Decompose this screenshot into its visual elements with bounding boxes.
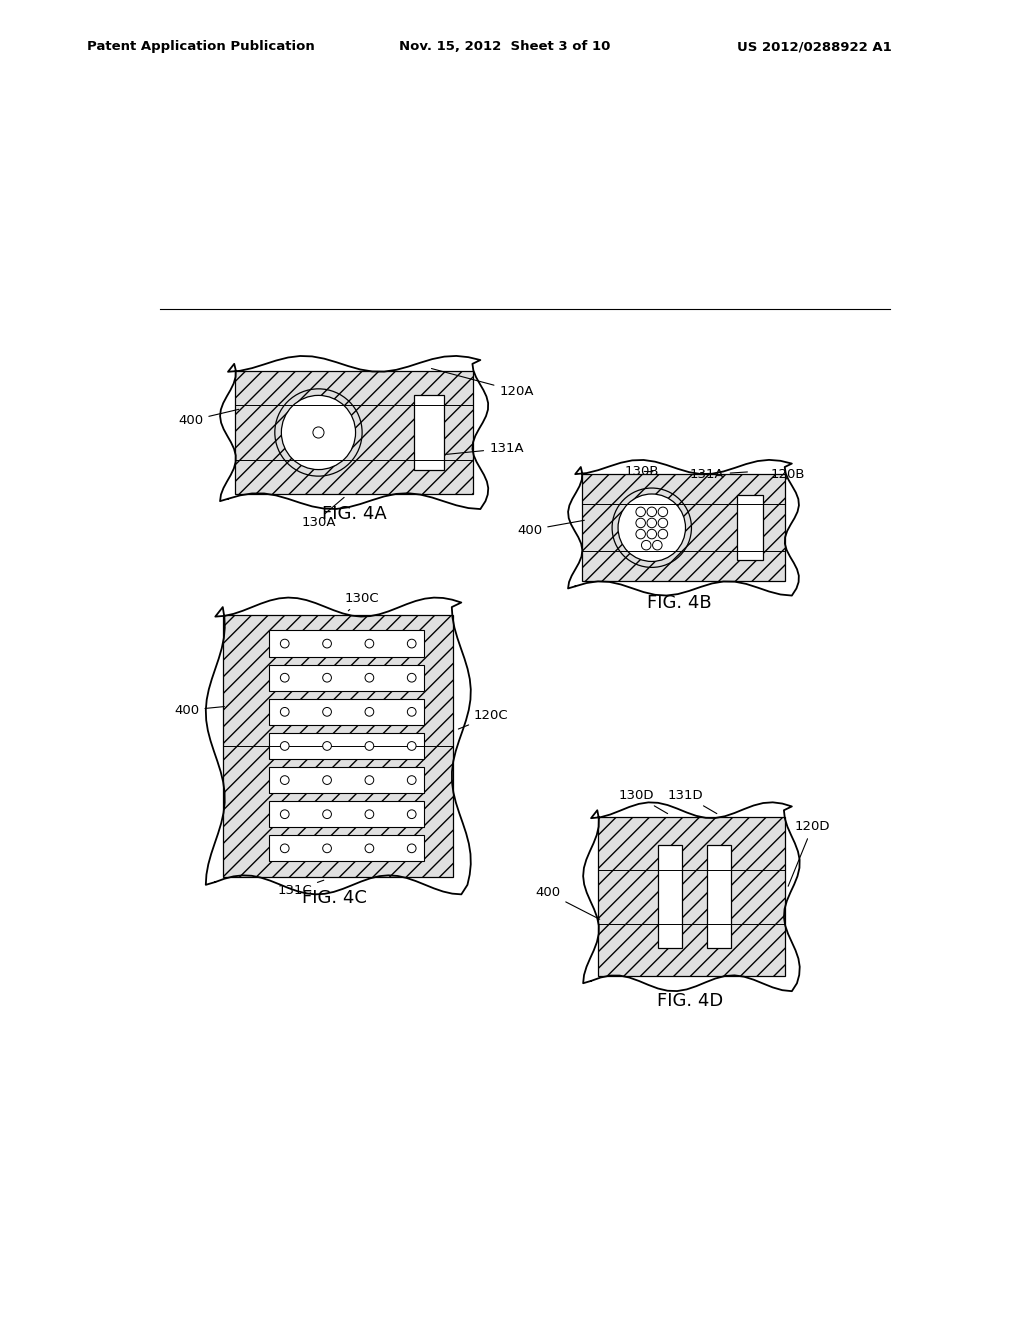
Circle shape [647,507,656,516]
Circle shape [323,673,332,682]
Bar [223,615,454,876]
Circle shape [408,810,416,818]
Circle shape [365,708,374,717]
Circle shape [641,540,651,550]
Circle shape [658,507,668,516]
Text: 131A: 131A [690,469,748,480]
Bar [269,836,424,862]
Text: 120B: 120B [771,469,805,480]
Circle shape [365,843,374,853]
Circle shape [365,810,374,818]
Circle shape [658,519,668,528]
Circle shape [647,529,656,539]
Bar [236,371,473,494]
Circle shape [636,519,645,528]
Text: 120C: 120C [459,709,509,729]
Circle shape [647,519,656,528]
Text: 400: 400 [536,886,600,919]
Circle shape [365,776,374,784]
Bar [269,698,424,725]
Text: 131A: 131A [446,442,523,455]
Text: US 2012/0288922 A1: US 2012/0288922 A1 [737,40,892,53]
Text: FIG. 4C: FIG. 4C [302,890,367,907]
Bar [708,845,731,948]
Text: 131D: 131D [668,788,717,813]
Text: 400: 400 [517,520,585,537]
Text: 400: 400 [178,409,239,428]
Text: 130D: 130D [618,788,668,813]
Circle shape [323,810,332,818]
Bar [269,733,424,759]
Circle shape [365,673,374,682]
Text: FIG. 4D: FIG. 4D [656,993,723,1011]
Circle shape [323,742,332,750]
Circle shape [408,843,416,853]
Circle shape [365,639,374,648]
Circle shape [313,426,324,438]
Circle shape [281,776,289,784]
Text: FIG. 4A: FIG. 4A [322,506,386,523]
Text: Patent Application Publication: Patent Application Publication [87,40,314,53]
Text: 131C: 131C [278,880,324,896]
Circle shape [323,776,332,784]
Text: Nov. 15, 2012  Sheet 3 of 10: Nov. 15, 2012 Sheet 3 of 10 [399,40,610,53]
Text: 120D: 120D [788,821,830,886]
Circle shape [408,708,416,717]
Circle shape [282,396,355,470]
Circle shape [281,742,289,750]
Bar [583,474,784,581]
Circle shape [618,494,685,561]
Circle shape [636,529,645,539]
Text: 130A: 130A [301,516,336,529]
Circle shape [636,507,645,516]
Circle shape [323,708,332,717]
Circle shape [408,742,416,750]
Bar [269,631,424,656]
Text: 130C: 130C [345,591,380,611]
Circle shape [365,742,374,750]
Text: 130B: 130B [625,465,658,478]
Circle shape [281,843,289,853]
Circle shape [281,639,289,648]
Circle shape [652,540,663,550]
Circle shape [408,639,416,648]
Text: FIG. 4B: FIG. 4B [647,594,712,612]
Circle shape [323,843,332,853]
Circle shape [274,389,362,477]
Circle shape [281,708,289,717]
Circle shape [612,488,691,568]
Bar [269,801,424,828]
Bar [658,845,682,948]
Circle shape [281,673,289,682]
Circle shape [408,776,416,784]
Circle shape [281,810,289,818]
Bar [269,767,424,793]
Bar [414,395,443,470]
Bar [598,817,784,975]
Bar [269,664,424,690]
Text: 400: 400 [174,704,224,717]
Circle shape [658,529,668,539]
Circle shape [323,639,332,648]
Text: 120A: 120A [431,368,534,397]
Bar [737,495,763,560]
Circle shape [408,673,416,682]
